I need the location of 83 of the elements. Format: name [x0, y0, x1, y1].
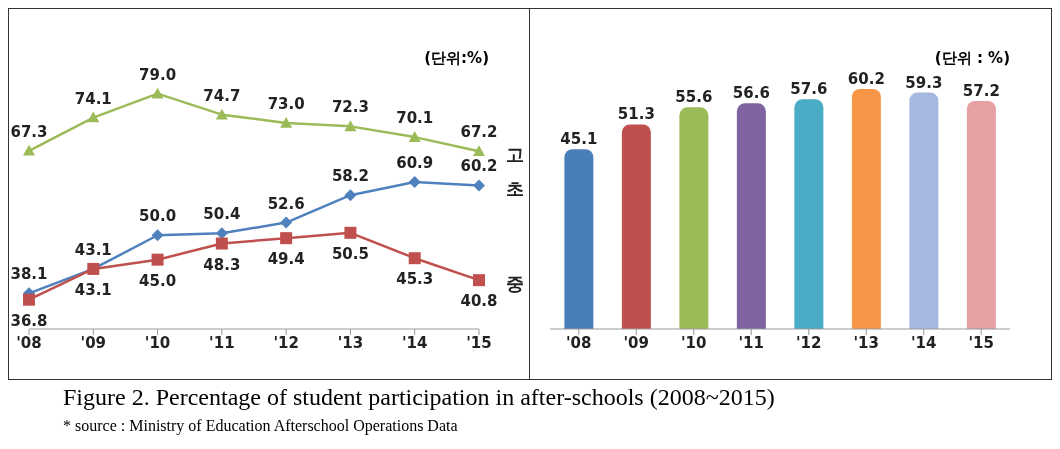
text: (단위:%) [424, 49, 489, 68]
point [151, 253, 164, 266]
x-tick-label: '12 [796, 333, 822, 352]
data-label: 72.3 [331, 98, 369, 117]
data-label: 58.2 [331, 167, 369, 186]
point [344, 120, 357, 132]
bar [794, 99, 824, 329]
x-tick-label: '11 [738, 333, 764, 352]
bar [736, 103, 766, 329]
x-tick-label: '13 [337, 333, 364, 352]
bar [679, 107, 709, 329]
data-label: 59.3 [905, 73, 943, 92]
x-tick-label: '11 [209, 333, 235, 352]
data-label: 43.1 [74, 240, 112, 259]
bar [966, 100, 996, 329]
x-tick-label: '10 [144, 333, 171, 352]
point [87, 111, 100, 123]
text: Figure 2. Percentage of student participation in after-schools (2008~2015) [63, 384, 776, 411]
data-label: 36.8 [10, 311, 48, 330]
x-tick-label: '13 [853, 333, 879, 352]
text: * source : Ministry of Education Afterschool Operations Data [63, 417, 459, 435]
x-tick-label: '14 [401, 333, 428, 352]
data-label: 48.3 [203, 255, 241, 274]
bar [909, 92, 939, 329]
data-label: 51.3 [617, 105, 655, 124]
point [473, 145, 485, 157]
data-label: 67.2 [460, 123, 498, 142]
x-tick-label: '09 [623, 333, 649, 352]
point [23, 293, 35, 306]
data-label: 50.4 [203, 205, 241, 224]
data-label: 67.3 [10, 122, 48, 141]
data-label: 45.1 [560, 130, 598, 149]
data-label: 50.5 [331, 244, 369, 263]
point [408, 252, 421, 265]
point [473, 274, 485, 287]
point [151, 87, 164, 99]
text: (단위 : %) [934, 49, 1010, 68]
x-tick-label: '08 [566, 333, 592, 352]
data-label: 38.1 [10, 265, 48, 284]
data-label: 49.4 [267, 250, 305, 269]
data-label: 60.2 [460, 157, 498, 176]
x-tick-label: '15 [968, 333, 994, 352]
point [473, 179, 485, 192]
x-tick-label: '12 [273, 333, 299, 352]
point [23, 144, 35, 156]
data-label: 74.1 [74, 89, 112, 108]
point [151, 229, 164, 242]
data-label: 43.1 [74, 280, 112, 299]
bar [621, 124, 651, 329]
point [280, 232, 293, 245]
data-label: 70.1 [396, 109, 434, 128]
point [344, 226, 357, 239]
bar [564, 149, 594, 329]
point [215, 108, 228, 120]
point [280, 216, 293, 229]
data-label: 60.2 [847, 70, 885, 88]
x-tick-label: '08 [16, 333, 42, 352]
x-tick-label: '09 [80, 333, 107, 352]
data-label: 55.6 [675, 88, 713, 107]
x-tick-label: '14 [911, 333, 937, 352]
point [344, 189, 357, 202]
series-label: 고 [506, 144, 524, 166]
data-label: 79.0 [139, 65, 177, 84]
data-label: 57.6 [790, 80, 828, 99]
point [408, 176, 421, 189]
point [408, 131, 421, 142]
data-label: 74.7 [203, 86, 241, 105]
data-label: 50.0 [139, 207, 177, 226]
data-label: 56.6 [732, 84, 770, 103]
point [280, 116, 293, 128]
data-label: 57.2 [962, 81, 1000, 100]
data-label: 60.9 [396, 154, 434, 173]
series-label: 중 [506, 273, 524, 295]
series-label: 초 [506, 178, 524, 200]
point [215, 237, 228, 250]
bar [851, 89, 881, 329]
data-label: 45.0 [139, 271, 177, 290]
data-label: 45.3 [396, 270, 434, 289]
data-label: 52.6 [267, 194, 305, 213]
data-label: 40.8 [460, 292, 498, 311]
x-tick-label: '15 [466, 333, 492, 352]
x-tick-label: '10 [681, 333, 707, 352]
data-label: 73.0 [267, 94, 305, 113]
